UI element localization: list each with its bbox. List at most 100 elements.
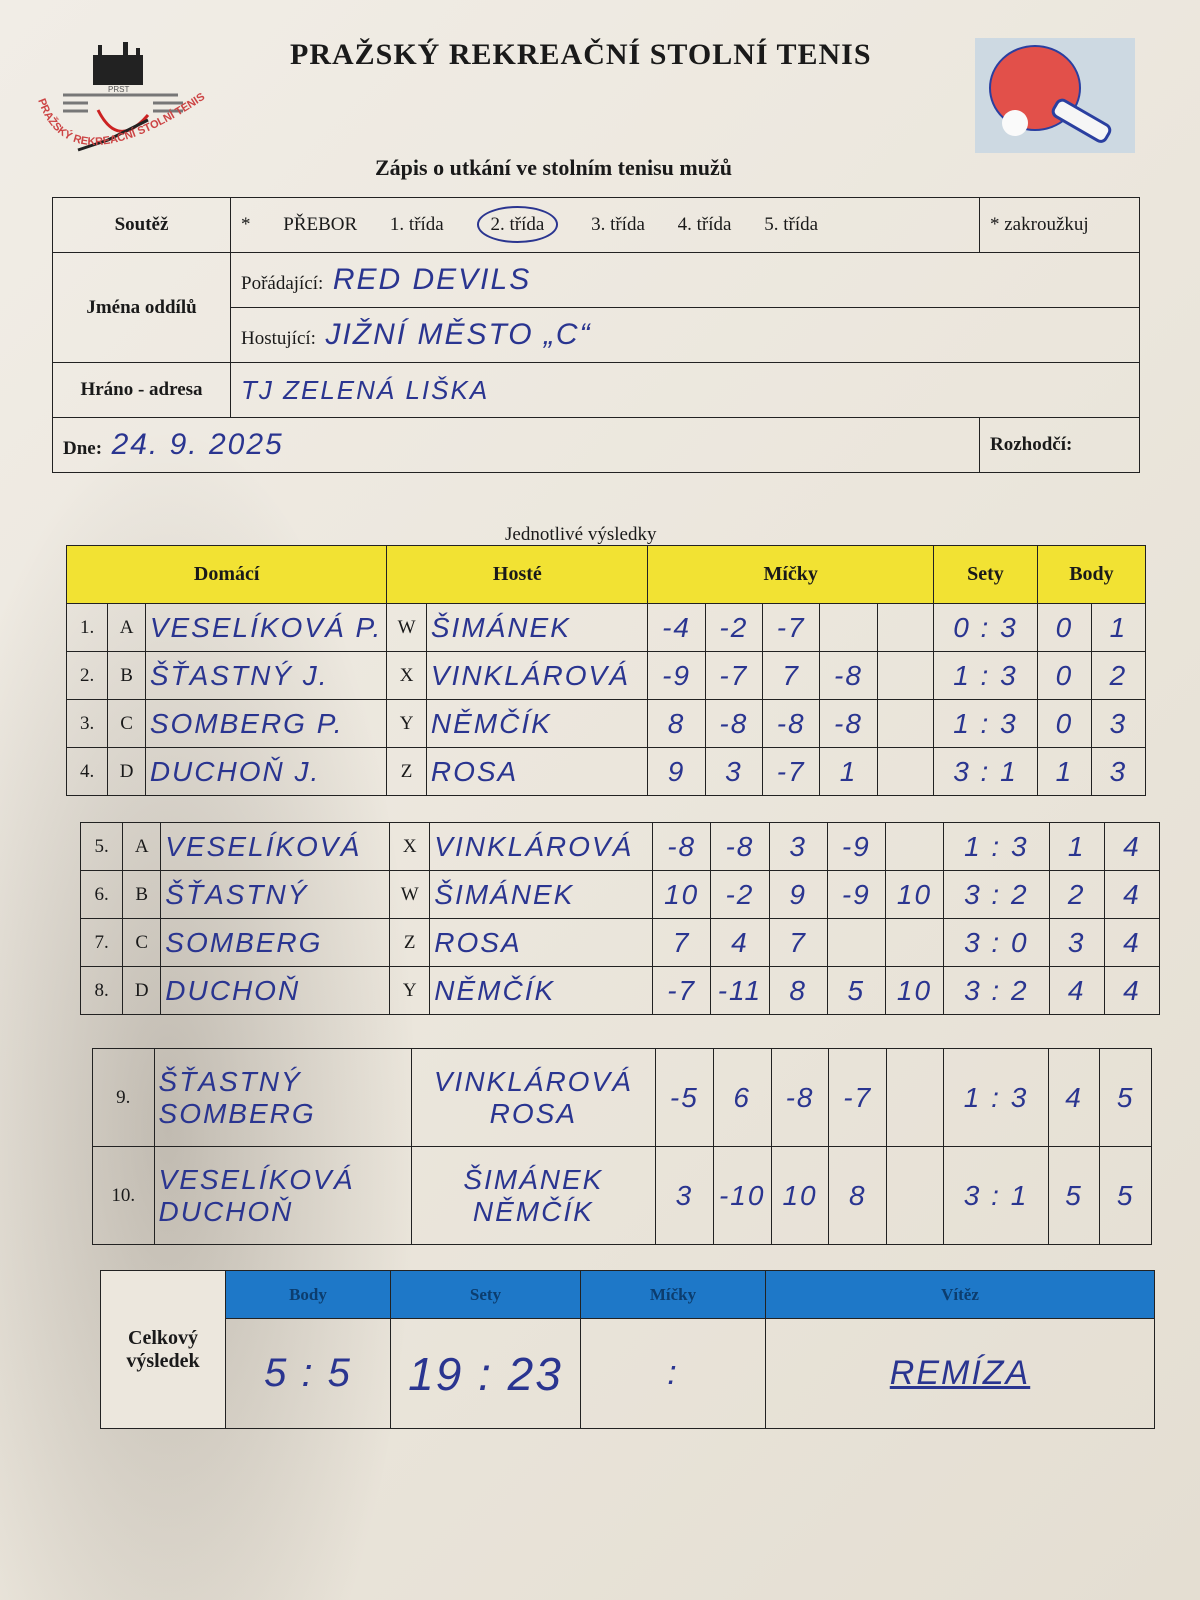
home-letter: A [122, 822, 162, 871]
home-player-1: ŠŤASTNÝ [158, 1065, 302, 1097]
ball-score [876, 651, 934, 700]
points-guest: 3 [1090, 699, 1147, 748]
ball-score: -11 [710, 966, 770, 1015]
sets-score: 3 : 1 [932, 747, 1038, 796]
header-domaci: Domácí [65, 545, 388, 604]
points-guest: 5 [1099, 1048, 1152, 1147]
ball-score: -9 [647, 651, 706, 700]
guest-player: VINKLÁROVÁ [429, 822, 654, 871]
ball-score: -9 [826, 870, 886, 919]
date-field[interactable]: 24. 9. 2025 [111, 428, 284, 461]
class-prebor[interactable]: PŘEBOR [283, 214, 358, 235]
match-number: 7. [79, 918, 124, 967]
ball-score: -9 [826, 822, 886, 871]
ball-score: -8 [710, 822, 770, 871]
results-caption: Jednotlivé výsledky [505, 524, 657, 545]
home-letter: C [122, 918, 162, 967]
page-subtitle: Zápis o utkání ve stolním tenisu mužů [375, 155, 732, 180]
match-info-table: Soutěž * PŘEBOR 1. třída 2. třída 3. tří… [52, 197, 1140, 473]
ball-score: -8 [652, 822, 712, 871]
guest-letter: Y [386, 699, 427, 748]
summary-sety-label: Sety [390, 1270, 581, 1319]
summary-body-label: Body [225, 1270, 391, 1319]
header-body: Body [1036, 545, 1147, 604]
points-guest: 5 [1099, 1146, 1152, 1245]
home-pair: VESELÍKOVÁ DUCHOŇ [153, 1146, 412, 1245]
competition-class-selector[interactable]: * PŘEBOR 1. třída 2. třída 3. třída 4. t… [230, 197, 980, 253]
match-number: 1. [65, 603, 109, 652]
home-letter: B [122, 870, 162, 919]
guest-letter: Z [389, 918, 431, 967]
points-home: 1 [1036, 747, 1092, 796]
class-5[interactable]: 5. třída [764, 214, 819, 235]
class-3[interactable]: 3. třída [591, 214, 645, 235]
match-number: 5. [79, 822, 124, 871]
home-player: SOMBERG P. [144, 699, 388, 748]
ball-score: 4 [710, 918, 770, 967]
match-number: 8. [79, 966, 124, 1015]
prst-logo: PRST PRAŽSKÝ REKREAČNÍ STOLNÍ TENIS [35, 42, 207, 152]
ball-score: 10 [770, 1146, 830, 1245]
ball-score: -7 [652, 966, 712, 1015]
ball-score: 8 [768, 966, 828, 1015]
home-player: DUCHOŇ J. [144, 747, 388, 796]
dne-label: Dne: [63, 438, 103, 459]
doubles-row: 10. VESELÍKOVÁ DUCHOŇ ŠIMÁNEK NĚMČÍK 3 -10 10 8 3… [92, 1146, 1152, 1245]
header-sety: Sety [932, 545, 1038, 604]
class-2-selected[interactable]: 2. třída [476, 206, 559, 243]
home-player: VESELÍKOVÁ [160, 822, 391, 871]
points-home: 0 [1036, 651, 1092, 700]
ball-score: -2 [704, 603, 764, 652]
ball-score: 9 [647, 747, 706, 796]
header-micky: Míčky [647, 545, 934, 604]
match-number: 10. [92, 1146, 155, 1245]
ball-score: -7 [762, 747, 821, 796]
ball-score: -5 [655, 1048, 714, 1147]
ball-score [876, 747, 934, 796]
soutez-label: Soutěž [52, 197, 231, 253]
sets-score: 3 : 2 [943, 966, 1050, 1015]
poradajici-field[interactable]: RED DEVILS [332, 263, 532, 296]
singles-table-1: Domácí Hosté Míčky Sety Body 1. A VESELÍKOVÁ P… [65, 545, 1147, 796]
ball-score: 5 [826, 966, 886, 1015]
ball-score: 10 [652, 870, 712, 919]
guest-player: NĚMČÍK [425, 699, 649, 748]
ball-score: -8 [819, 651, 878, 700]
ball-score [876, 603, 934, 652]
guest-player: NĚMČÍK [429, 966, 654, 1015]
ball-score [884, 918, 945, 967]
jmena-label: Jména oddílů [52, 252, 231, 363]
ball-score: -8 [770, 1048, 830, 1147]
points-guest: 4 [1103, 822, 1161, 871]
summary-winner-value: REMÍZA [765, 1318, 1155, 1429]
points-home: 4 [1047, 1048, 1101, 1147]
hrano-field[interactable]: TJ ZELENÁ LIŠKA [230, 362, 1140, 418]
ping-pong-paddle-image [975, 38, 1135, 153]
home-player: ŠŤASTNÝ J. [144, 651, 388, 700]
ball-score: -7 [762, 603, 821, 652]
class-1[interactable]: 1. třída [389, 214, 444, 235]
home-player: ŠŤASTNÝ [160, 870, 391, 919]
home-letter: C [107, 699, 146, 748]
guest-player: ŠIMÁNEK [429, 870, 654, 919]
ball-score: -7 [704, 651, 764, 700]
ball-score: -2 [710, 870, 770, 919]
home-player-2: SOMBERG [158, 1097, 316, 1129]
class-4[interactable]: 4. třída [677, 214, 732, 235]
doubles-table: 9. ŠŤASTNÝ SOMBERG VINKLÁROVÁ ROSA -5 6 -8 -7 1 :… [92, 1048, 1152, 1245]
hostujici-field[interactable]: JIŽNÍ MĚSTO „C“ [325, 318, 592, 351]
home-player: VESELÍKOVÁ P. [144, 603, 388, 652]
points-guest: 1 [1090, 603, 1147, 652]
sets-score: 1 : 3 [932, 699, 1038, 748]
guest-letter: Z [386, 747, 427, 796]
guest-letter: W [386, 603, 427, 652]
guest-pair: VINKLÁROVÁ ROSA [410, 1048, 657, 1147]
doubles-row: 9. ŠŤASTNÝ SOMBERG VINKLÁROVÁ ROSA -5 6 -8 -7 1 :… [92, 1048, 1152, 1147]
home-player: DUCHOŇ [160, 966, 391, 1015]
guest-player: VINKLÁROVÁ [425, 651, 649, 700]
